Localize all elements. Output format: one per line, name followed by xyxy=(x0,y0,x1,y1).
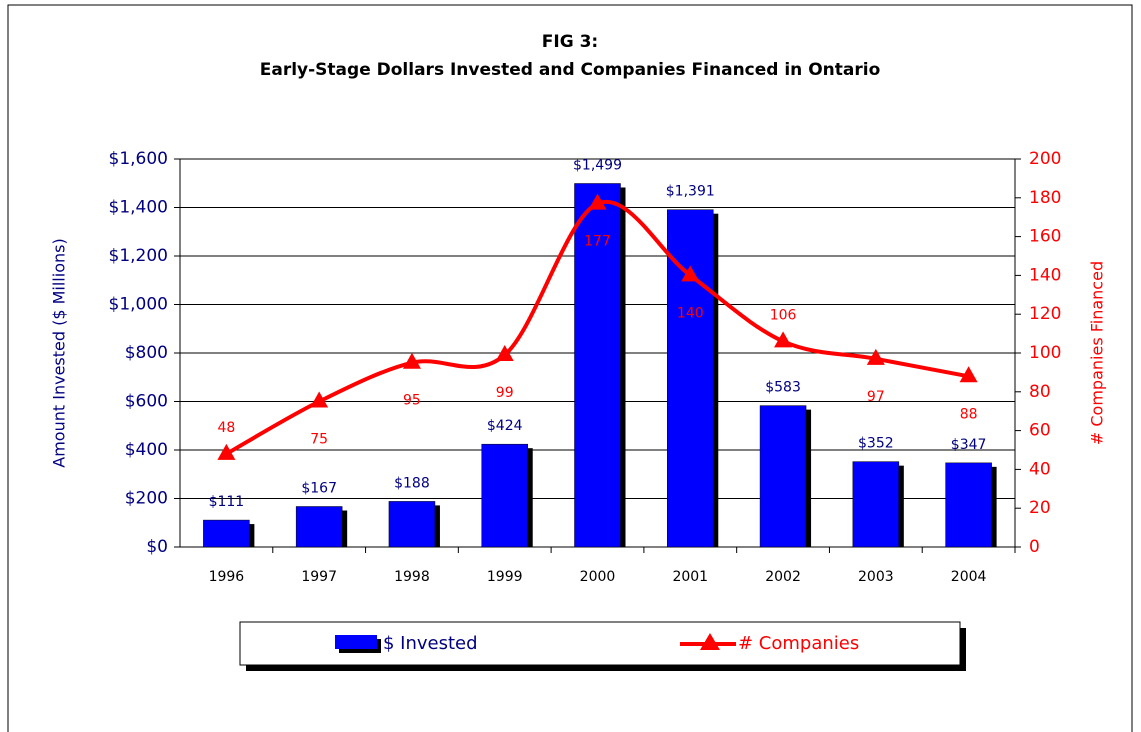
x-tick-label: 1999 xyxy=(487,569,523,585)
chart-title: FIG 3: xyxy=(542,32,598,52)
x-tick-label: 2002 xyxy=(765,569,801,585)
y2-tick-label: 120 xyxy=(1029,304,1061,324)
y-tick-label: $800 xyxy=(125,343,168,363)
bar-value-label: $111 xyxy=(209,494,245,510)
y2-tick-label: 40 xyxy=(1029,459,1051,479)
bar xyxy=(945,462,992,548)
y2-tick-label: 160 xyxy=(1029,227,1061,247)
bar-value-label: $347 xyxy=(951,437,987,453)
line-marker xyxy=(217,443,236,460)
line-marker xyxy=(588,193,607,210)
legend-box xyxy=(239,621,961,666)
y2-tick-label: 100 xyxy=(1029,343,1061,363)
line-value-label: 99 xyxy=(496,385,514,401)
line-value-label: 75 xyxy=(310,432,328,448)
y2-tick-label: 0 xyxy=(1029,537,1040,557)
x-tick-label: 2001 xyxy=(672,569,708,585)
y-axis-label: Amount Invested ($ Millions) xyxy=(50,238,69,467)
line-marker xyxy=(681,265,700,282)
y2-tick-label: 60 xyxy=(1029,421,1051,441)
y2-tick-label: 80 xyxy=(1029,382,1051,402)
legend-marker xyxy=(700,633,720,650)
y2-tick-label: 140 xyxy=(1029,265,1061,285)
legend-swatch xyxy=(335,635,377,649)
bar xyxy=(203,519,250,548)
y2-axis-label: # Companies Financed xyxy=(1088,261,1107,445)
line-marker xyxy=(495,344,514,361)
line-value-label: 95 xyxy=(403,393,421,409)
x-tick-label: 1998 xyxy=(394,569,430,585)
chart-subtitle: Early-Stage Dollars Invested and Compani… xyxy=(260,60,881,80)
bar-value-label: $1,391 xyxy=(666,184,715,200)
y-tick-label: $400 xyxy=(125,440,168,460)
x-tick-label: 2004 xyxy=(951,569,987,585)
bar xyxy=(574,183,621,548)
y-tick-label: $1,200 xyxy=(109,246,168,266)
line-value-label: 97 xyxy=(867,389,885,405)
bar xyxy=(759,405,807,548)
y-tick-label: $1,400 xyxy=(109,198,168,218)
bar xyxy=(481,443,528,548)
x-tick-label: 1996 xyxy=(209,569,245,585)
x-tick-label: 1997 xyxy=(301,569,337,585)
y-tick-label: $0 xyxy=(146,537,168,557)
x-tick-label: 2003 xyxy=(858,569,894,585)
legend-label: $ Invested xyxy=(383,633,478,654)
y2-tick-label: 180 xyxy=(1029,188,1061,208)
bar-value-label: $583 xyxy=(765,380,801,396)
line-marker xyxy=(402,352,421,369)
bar-value-label: $424 xyxy=(487,418,523,434)
y-tick-label: $1,000 xyxy=(109,295,168,315)
bar-value-label: $167 xyxy=(301,481,337,497)
y2-tick-label: 20 xyxy=(1029,498,1051,518)
line-value-label: 88 xyxy=(960,406,978,422)
line-marker xyxy=(774,331,793,348)
y-tick-label: $600 xyxy=(125,392,168,412)
line-marker xyxy=(866,348,885,365)
bar xyxy=(388,501,436,548)
y2-tick-label: 200 xyxy=(1029,149,1061,169)
line-value-label: 48 xyxy=(217,420,235,436)
line-value-label: 106 xyxy=(770,307,797,323)
line-marker xyxy=(310,391,329,408)
x-tick-label: 2000 xyxy=(580,569,616,585)
legend-label: # Companies xyxy=(738,633,859,654)
line-value-label: 140 xyxy=(677,305,704,321)
chart-border xyxy=(7,4,1133,732)
bar-value-label: $352 xyxy=(858,436,894,452)
bar-value-label: $188 xyxy=(394,475,430,491)
bar xyxy=(295,506,343,548)
line-marker xyxy=(959,366,978,383)
line-value-label: 177 xyxy=(584,234,611,250)
bar xyxy=(852,461,900,548)
bar-value-label: $1,499 xyxy=(573,157,622,173)
y-tick-label: $200 xyxy=(125,489,168,509)
y-tick-label: $1,600 xyxy=(109,149,168,169)
